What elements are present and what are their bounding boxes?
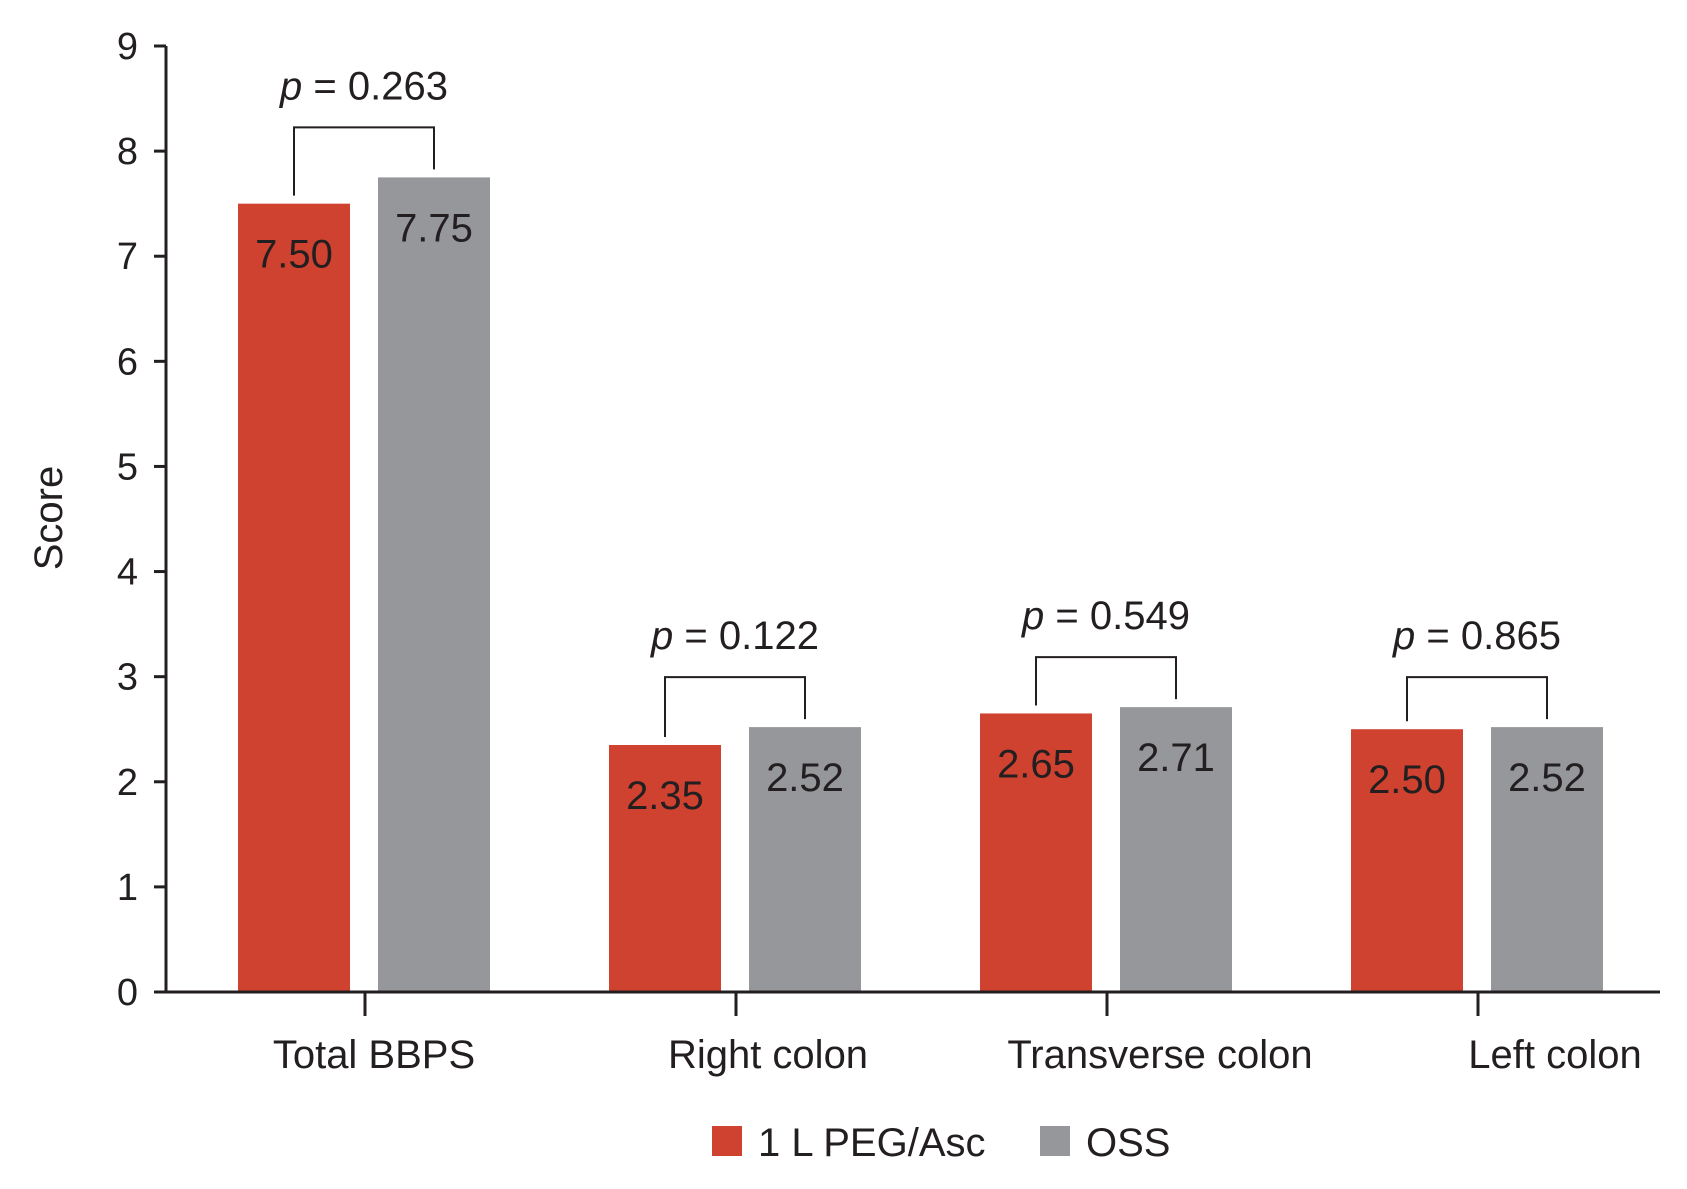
p-value-label: p = 0.549 [1021, 594, 1190, 638]
y-tick-label: 8 [117, 131, 138, 173]
p-value-bracket [1406, 676, 1548, 722]
bar-data-label: 2.65 [997, 742, 1075, 786]
axes-layer [154, 46, 1660, 994]
bar-oss [1120, 707, 1232, 992]
bar-data-label: 2.52 [1508, 756, 1586, 800]
bar-data-label: 2.50 [1368, 758, 1446, 802]
x-category-label: Total BBPS [273, 1033, 475, 1077]
bar-data-label: 2.52 [766, 756, 844, 800]
p-value-label: p = 0.865 [1392, 614, 1561, 658]
legend-swatch [712, 1126, 742, 1156]
p-value-label: p = 0.122 [650, 614, 819, 658]
y-tick-label: 6 [117, 341, 138, 383]
legend-label: 1 L PEG/Asc [758, 1121, 986, 1165]
bar-oss [378, 177, 490, 992]
y-tick-label: 4 [117, 552, 138, 594]
p-value-bracket [1035, 656, 1177, 706]
bar-peg-asc [1351, 729, 1463, 992]
bar-peg-asc [980, 713, 1092, 992]
legend-label: OSS [1086, 1121, 1170, 1165]
bar-data-label: 7.75 [395, 206, 473, 250]
y-tick-label: 1 [117, 867, 138, 909]
p-value-label: p = 0.263 [279, 64, 448, 108]
bar-data-label: 7.50 [255, 233, 333, 277]
x-category-label: Right colon [668, 1033, 868, 1077]
y-tick-label: 9 [117, 26, 138, 68]
legend-item-peg-asc: 1 L PEG/Asc [712, 1121, 986, 1165]
bar-oss [1491, 727, 1603, 992]
x-ticks-layer: Total BBPS Right colon Transverse colon Lef… [273, 992, 1642, 1077]
bar-peg-asc [238, 203, 350, 992]
y-tick-label: 0 [117, 972, 138, 1014]
y-tick-label: 5 [117, 446, 138, 488]
bar-data-label: 2.35 [626, 774, 704, 818]
y-tick-label: 2 [117, 762, 138, 804]
bar-oss [749, 727, 861, 992]
data-labels-layer: 7.50 7.75 2.35 2.52 2.65 2.71 2.50 2.52 [255, 206, 1586, 818]
y-axis-title: Score [27, 466, 71, 571]
y-tick-label: 7 [117, 236, 138, 278]
bar-peg-asc [609, 744, 721, 992]
legend-swatch [1040, 1126, 1070, 1156]
y-ticks-layer: 0 1 2 3 4 5 6 7 8 9 [117, 26, 166, 1014]
legend-item-oss: OSS [1040, 1121, 1170, 1165]
y-tick-label: 3 [117, 657, 138, 699]
bar-data-label: 2.71 [1137, 736, 1215, 780]
p-value-bracket [293, 126, 435, 196]
p-value-brackets-layer: p = 0.263 p = 0.122 p = 0.549 p = 0.865 [279, 64, 1561, 737]
bars-layer [238, 177, 1603, 992]
x-category-label: Left colon [1468, 1033, 1641, 1077]
x-category-label: Transverse colon [1007, 1033, 1312, 1077]
legend: 1 L PEG/Asc OSS [712, 1121, 1170, 1165]
p-value-bracket [664, 676, 806, 737]
